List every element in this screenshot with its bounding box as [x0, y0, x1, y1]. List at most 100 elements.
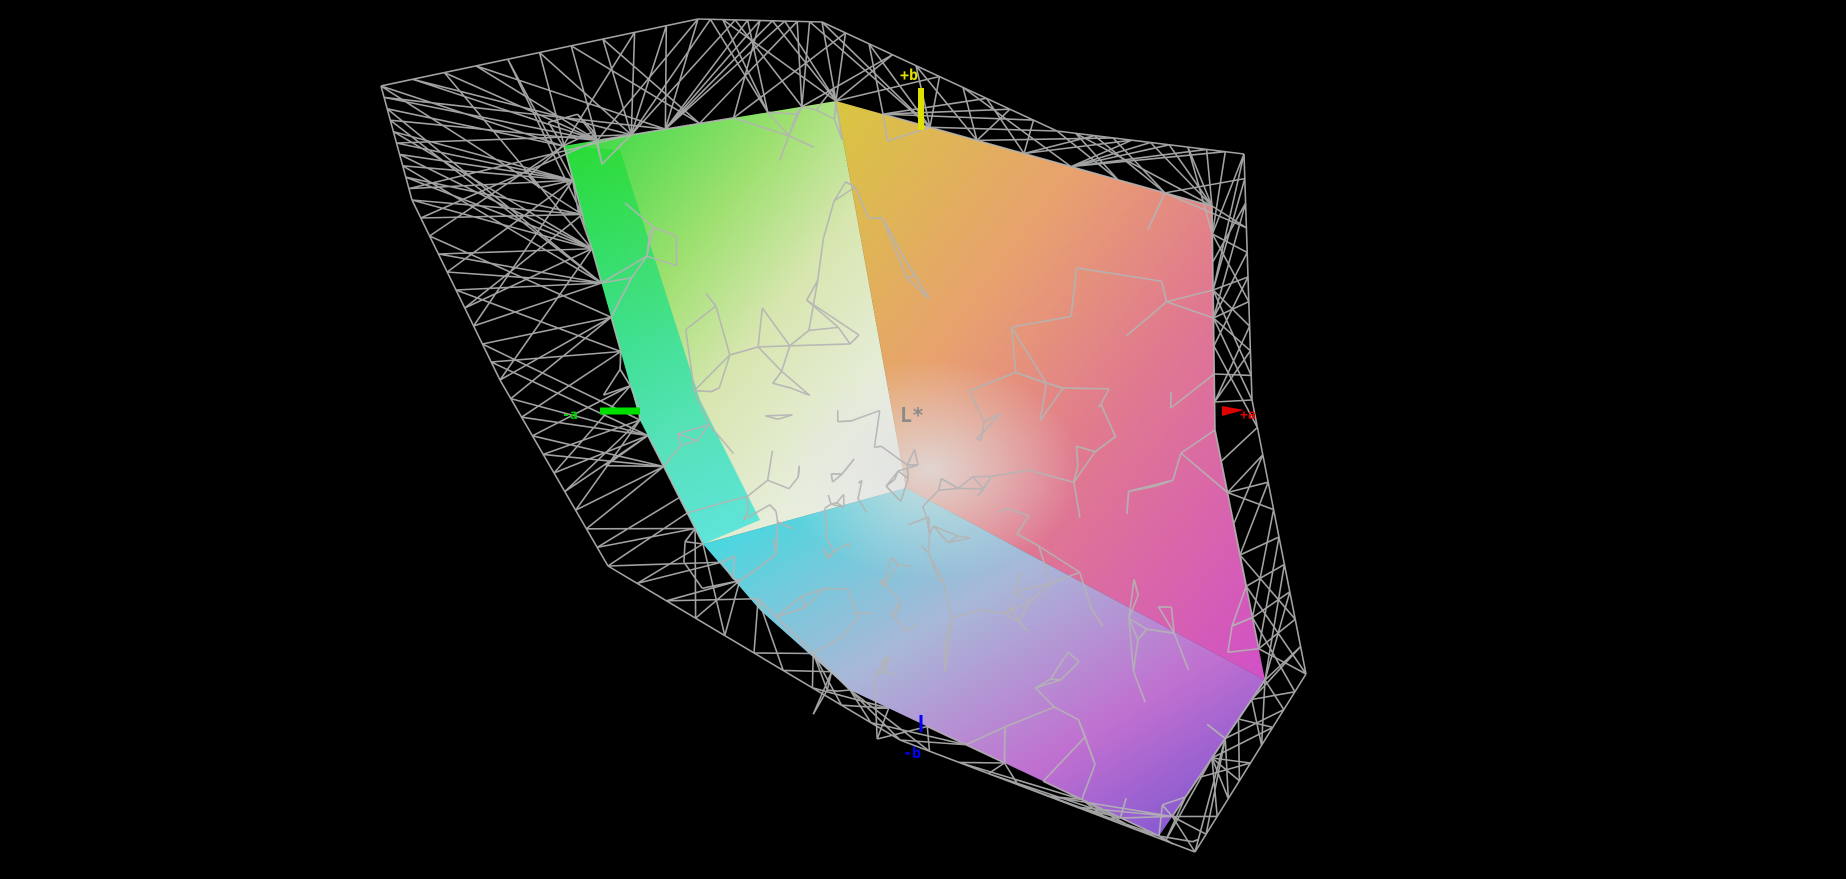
wireframe-edge: [999, 507, 1008, 513]
wireframe-edge: [696, 424, 710, 442]
wireframe-edge: [538, 179, 573, 189]
wireframe-edge: [830, 501, 837, 505]
wireframe-edge: [507, 58, 574, 181]
wireframe-edge: [1239, 481, 1269, 556]
wireframe-edge: [831, 89, 837, 102]
wireframe-edge: [1205, 738, 1227, 835]
wireframe-edge: [1158, 804, 1164, 837]
wireframe-edge: [833, 542, 850, 553]
wireframe-edge: [885, 485, 902, 502]
wireframe-edge: [1250, 699, 1263, 746]
wireframe-edge: [753, 652, 814, 655]
wireframe-edge: [890, 613, 895, 618]
wireframe-edge: [1046, 382, 1064, 389]
wireframe-gamut: [380, 18, 1307, 853]
wireframe-edge: [1090, 608, 1104, 627]
wireframe-edge: [596, 133, 632, 142]
surface-face-yellow-red-magenta: [836, 101, 1265, 680]
wireframe-edge: [800, 596, 807, 608]
wireframe-edge: [882, 108, 1011, 115]
wireframe-edge: [662, 466, 673, 483]
wireframe-edge: [1211, 757, 1240, 782]
wireframe-edge: [666, 597, 759, 602]
wireframe-edge: [684, 540, 704, 545]
wireframe-edge: [1164, 192, 1247, 229]
wireframe-edge: [402, 165, 602, 284]
wireframe-edge: [899, 478, 910, 502]
wireframe-edge: [1198, 757, 1213, 778]
wireframe-edge: [926, 726, 931, 752]
wireframe-edge: [408, 133, 632, 190]
wireframe-edge: [757, 598, 784, 671]
wireframe-edge: [464, 213, 583, 309]
wireframe-edge: [849, 334, 860, 345]
wireframe-edge: [983, 413, 1001, 423]
wireframe-edge: [926, 725, 967, 746]
wireframe-edge: [1227, 491, 1274, 511]
wireframe-edge: [383, 96, 598, 142]
wireframe-edge: [808, 326, 839, 332]
wireframe-edge: [882, 556, 892, 587]
wireframe-edge: [882, 113, 889, 142]
wireframe-edge: [1232, 523, 1248, 587]
wireframe-edge: [429, 235, 612, 318]
wireframe-edge: [824, 535, 835, 553]
wireframe-edge: [429, 145, 564, 237]
wireframe-edge: [725, 495, 748, 503]
wireframe-edge: [979, 609, 1006, 615]
wireframe-edge: [1158, 835, 1174, 845]
wireframe-edge: [781, 370, 811, 397]
wireframe-edge: [472, 179, 574, 327]
wireframe-edge: [851, 409, 881, 422]
wireframe-edge: [980, 421, 985, 441]
wireframe-edge: [833, 186, 856, 202]
wireframe-edge: [646, 255, 677, 267]
wireframe-edge: [857, 611, 873, 615]
wireframe-edge: [836, 493, 845, 504]
wireframe-edge: [1014, 572, 1023, 592]
wireframe-edge: [777, 414, 793, 420]
wireframe-edge: [1004, 601, 1030, 615]
wireframe-edge: [1100, 403, 1117, 437]
wireframe-edge: [1126, 301, 1168, 337]
wireframe-edge: [906, 624, 918, 632]
wireframe-edge: [968, 390, 985, 422]
wireframe-edge: [1004, 706, 1055, 728]
wireframe-edge: [1212, 202, 1247, 319]
wireframe-edge: [1239, 536, 1280, 556]
wireframe-edge: [553, 385, 631, 474]
wireframe-edge: [475, 65, 666, 130]
wireframe-edge: [607, 561, 722, 567]
wireframe-edge: [1257, 536, 1280, 649]
wireframe-edge: [630, 19, 736, 136]
wireframe-edge: [1166, 301, 1214, 319]
wireframe-edge: [532, 385, 631, 437]
plus-a-label: +a: [1240, 408, 1256, 423]
wireframe-edge: [1070, 150, 1226, 168]
wireframe-edge: [958, 761, 1082, 801]
wireframe-edge: [1070, 267, 1078, 317]
wireframe-edge: [718, 354, 731, 388]
wireframe-edge: [631, 255, 648, 279]
wireframe-edge: [874, 656, 891, 677]
wireframe-edge: [1073, 451, 1096, 483]
wireframe-edge: [882, 113, 1034, 121]
wireframe-edge: [420, 213, 583, 219]
wireframe-edge: [1245, 563, 1285, 587]
wireframe-edge: [976, 413, 1001, 440]
wireframe-edge: [1015, 371, 1047, 384]
wireframe-edge: [758, 344, 790, 348]
wireframe-edge: [1238, 718, 1273, 729]
wireframe-edge: [881, 217, 906, 259]
wireframe-edge: [1070, 139, 1133, 168]
wireframe-edge: [1251, 617, 1296, 693]
wireframe-edge: [1184, 777, 1200, 798]
wireframe-edge: [1042, 780, 1083, 801]
wireframe-edge: [438, 247, 592, 255]
wireframe-edge: [1128, 618, 1139, 641]
wireframe-edge: [396, 142, 573, 182]
wireframe-edge: [1264, 591, 1291, 681]
wireframe-edge: [1233, 454, 1264, 525]
wireframe-edge: [823, 587, 848, 591]
